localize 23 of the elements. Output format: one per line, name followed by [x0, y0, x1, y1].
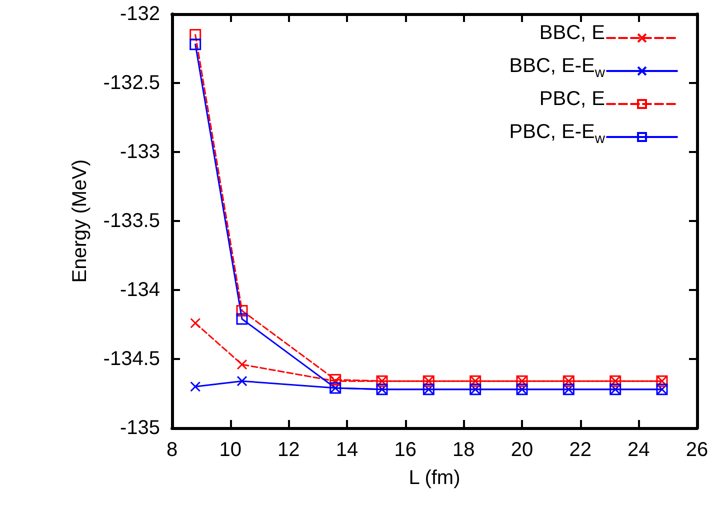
y-tick-label: -134 [120, 279, 160, 301]
legend-label: PBC, E [539, 87, 605, 111]
x-tick-label: 22 [569, 439, 592, 461]
x-tick-label: 26 [686, 439, 708, 461]
legend-label: PBC, E-E$_{w}$ [509, 120, 605, 146]
y-axis-title: Energy (MeV) [69, 159, 91, 283]
y-tick-label: -134.5 [103, 348, 160, 370]
x-tick-label: 24 [628, 439, 650, 461]
y-tick-label: -132 [120, 3, 160, 25]
x-tick-label: 10 [219, 439, 242, 461]
x-tick-label: 20 [510, 439, 534, 461]
x-tick-label: 16 [394, 439, 416, 461]
x-tick-label: 14 [336, 439, 358, 461]
y-tick-label: -132.5 [103, 72, 160, 94]
y-tick-label: -135 [120, 417, 160, 439]
y-tick-label: -133 [120, 141, 160, 163]
x-tick-label: 18 [452, 439, 475, 461]
legend-label: BBC, E-E$_{w}$ [509, 54, 605, 80]
x-tick-label: 8 [166, 439, 178, 461]
x-axis-title: L (fm) [408, 467, 460, 489]
y-tick-label: -133.5 [103, 210, 160, 232]
x-tick-label: 12 [278, 439, 300, 461]
legend-label: BBC, E [539, 21, 605, 45]
